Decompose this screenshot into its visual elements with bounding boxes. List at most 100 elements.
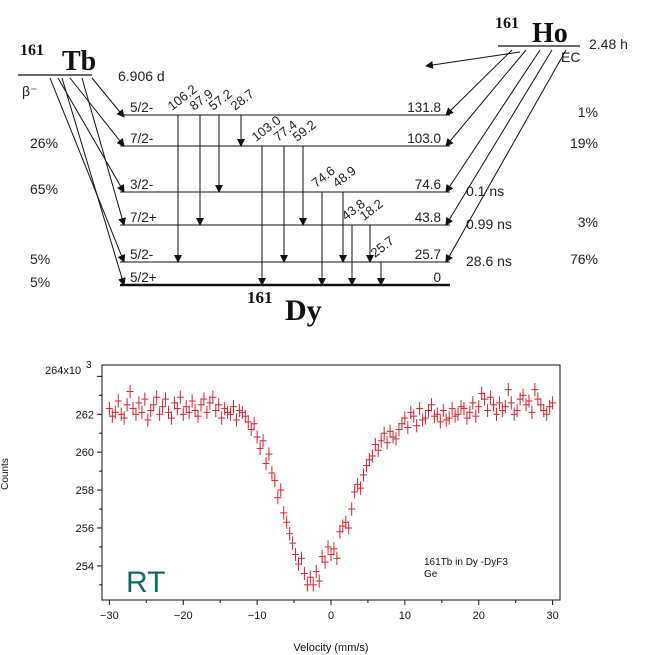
axis-ticks: −30 −20 −10 0 10 20 30 262 260 258 256 254 [76, 375, 559, 622]
data-point [463, 411, 471, 425]
beta-feed-arrow [69, 77, 125, 147]
sample-annotation-line1: 161Tb in Dy -DyF3 [424, 557, 508, 568]
data-point [498, 403, 506, 418]
y-axis-label: Counts [0, 458, 11, 490]
data-point [144, 413, 152, 427]
data-point [259, 434, 267, 448]
data-point [294, 557, 302, 571]
data-point [191, 403, 199, 418]
data-point [303, 578, 311, 592]
data-point [164, 405, 172, 420]
tb-branch: 5% [30, 251, 50, 267]
data-point [200, 392, 208, 406]
tb-branch: 5% [30, 274, 50, 290]
level-lifetime: 0.99 ns [466, 216, 512, 232]
data-point [309, 578, 317, 592]
data-point [330, 542, 338, 556]
data-point [105, 401, 113, 416]
data-point [141, 392, 149, 406]
x-axis-label: Velocity (mm/s) [293, 642, 368, 654]
data-point [274, 491, 282, 505]
y-multiplier-exp: 3 [86, 360, 92, 371]
level-spin: 5/2- [130, 247, 153, 262]
data-point [232, 413, 240, 427]
data-point [436, 415, 444, 429]
data-point [501, 400, 509, 414]
data-point [327, 547, 335, 562]
data-point [531, 383, 539, 397]
data-point [386, 424, 394, 438]
data-point [345, 521, 353, 535]
data-point [170, 396, 178, 410]
ec-feed-arrow [445, 49, 541, 193]
data-point [194, 409, 202, 423]
ec-feed-arrow [445, 49, 567, 263]
data-point [132, 407, 140, 421]
tb-mass: 161 [20, 42, 44, 59]
data-point [289, 536, 297, 550]
ec-feed-arrow [445, 49, 527, 147]
x-tick-label: −20 [174, 610, 193, 622]
beta-feed-arrow [57, 77, 125, 193]
dy-symbol: Dy [285, 294, 322, 327]
tb-branch: 26% [30, 135, 58, 151]
data-point [197, 398, 205, 412]
data-point [162, 392, 170, 406]
data-point [153, 390, 161, 404]
data-point [528, 405, 536, 420]
gamma-energy-label: 25.7 [368, 233, 397, 260]
data-point [478, 386, 486, 401]
data-point [342, 515, 350, 529]
x-tick-label: 30 [546, 610, 558, 622]
data-point [268, 466, 276, 480]
data-point [227, 407, 235, 421]
data-point [389, 430, 397, 444]
data-point [487, 390, 495, 404]
level-energy: 43.8 [415, 210, 441, 225]
level-spin: 5/2+ [130, 270, 157, 285]
data-point [150, 398, 158, 412]
data-point [147, 403, 155, 418]
data-point [546, 400, 554, 414]
data-point [549, 396, 557, 410]
level-lifetime: 0.1 ns [466, 183, 504, 199]
data-point [117, 407, 125, 421]
data-point [235, 403, 243, 418]
data-point [460, 401, 468, 416]
data-point [442, 413, 450, 427]
data-point [416, 401, 424, 416]
y-multiplier-label: 264x10 [45, 365, 81, 377]
data-point [351, 485, 359, 499]
data-point [262, 456, 270, 471]
data-point [247, 422, 255, 437]
data-point [176, 390, 184, 404]
data-point [475, 400, 483, 414]
data-point [238, 405, 246, 420]
tb-decay-mode: β⁻ [22, 83, 37, 99]
data-point [362, 458, 370, 473]
data-point [422, 411, 430, 425]
data-point [398, 417, 406, 431]
data-point [419, 413, 427, 427]
data-point [135, 396, 143, 410]
data-point [271, 473, 279, 488]
data-point [383, 436, 391, 450]
data-point [138, 405, 146, 420]
data-point [306, 570, 314, 584]
level-spin: 5/2- [130, 100, 153, 115]
data-point [492, 407, 500, 421]
data-point [516, 392, 524, 406]
data-point [522, 398, 530, 412]
data-point [129, 401, 137, 416]
level-spin: 7/2+ [130, 210, 157, 225]
y-tick-label: 254 [76, 561, 94, 573]
data-point [519, 388, 527, 402]
ho-mass: 161 [495, 15, 519, 32]
tb-halflife: 6.906 d [118, 68, 165, 84]
dy-mass: 161 [247, 288, 273, 307]
data-point [433, 407, 441, 421]
data-point [280, 506, 288, 520]
ho-branch: 19% [570, 135, 598, 151]
ho-branch: 3% [578, 214, 598, 230]
